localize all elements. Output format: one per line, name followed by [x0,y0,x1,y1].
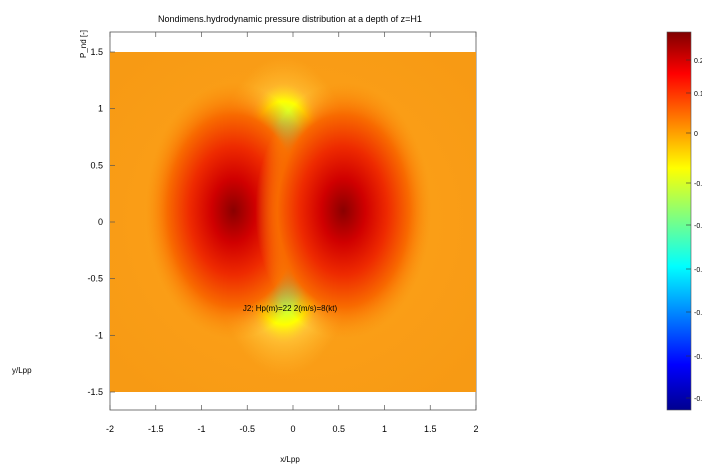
x-axis-label: x/Lpp [280,455,300,464]
y-tick-label: -0.5 [87,274,103,284]
pressure-high-region [255,82,432,339]
colorbar-tick-label: 0.2 [694,58,702,65]
colorbar-tick-label: -0. [694,354,702,361]
x-tick-label: -1 [197,424,205,434]
y-axis: 1.5 1 0.5 0 -0.5 -1 -1.5 [87,47,115,397]
x-tick-label: 2 [473,424,478,434]
y-tick-label: -1 [95,330,103,340]
run-annotation: J2; Hp(m)=22 2(m/s)=8(kt) [243,304,338,313]
colorbar [666,31,692,411]
colorbar-tick-label: -0. [694,267,702,274]
x-tick-label: -0.5 [239,424,255,434]
pressure-heatmap [110,52,476,392]
x-tick-label: 1.5 [424,424,437,434]
colorbar-tick-label: -0. [694,181,702,188]
z-axis-label: P_nd [-] [79,30,88,58]
y-tick-label: 1.5 [90,47,103,57]
y-tick-label: 0 [98,217,103,227]
colorbar-tick-label: 0 [694,131,698,138]
x-tick-label: 1 [382,424,387,434]
colorbar-tick-label: 0.1 [694,91,702,98]
y-tick-label: 0.5 [90,160,103,170]
colorbar-tick-label: -0. [694,396,702,403]
colorbar-tick-label: -0. [694,223,702,230]
colorbar-ticks: 0.2 0.1 0 -0. -0. -0. -0. -0. -0. [686,58,702,403]
chart-title: Nondimens.hydrodynamic pressure distribu… [158,14,422,24]
x-axis: -2 -1.5 -1 -0.5 0 0.5 1 1.5 2 [106,32,479,434]
y-tick-label: -1.5 [87,387,103,397]
x-tick-label: -2 [106,424,114,434]
y-tick-label: 1 [98,104,103,114]
x-tick-label: 0 [290,424,295,434]
colorbar-gradient [666,31,692,411]
x-tick-label: -1.5 [148,424,164,434]
colorbar-tick-label: -0. [694,310,702,317]
x-tick-label: 0.5 [332,424,345,434]
y-axis-label: y/Lpp [12,366,32,375]
